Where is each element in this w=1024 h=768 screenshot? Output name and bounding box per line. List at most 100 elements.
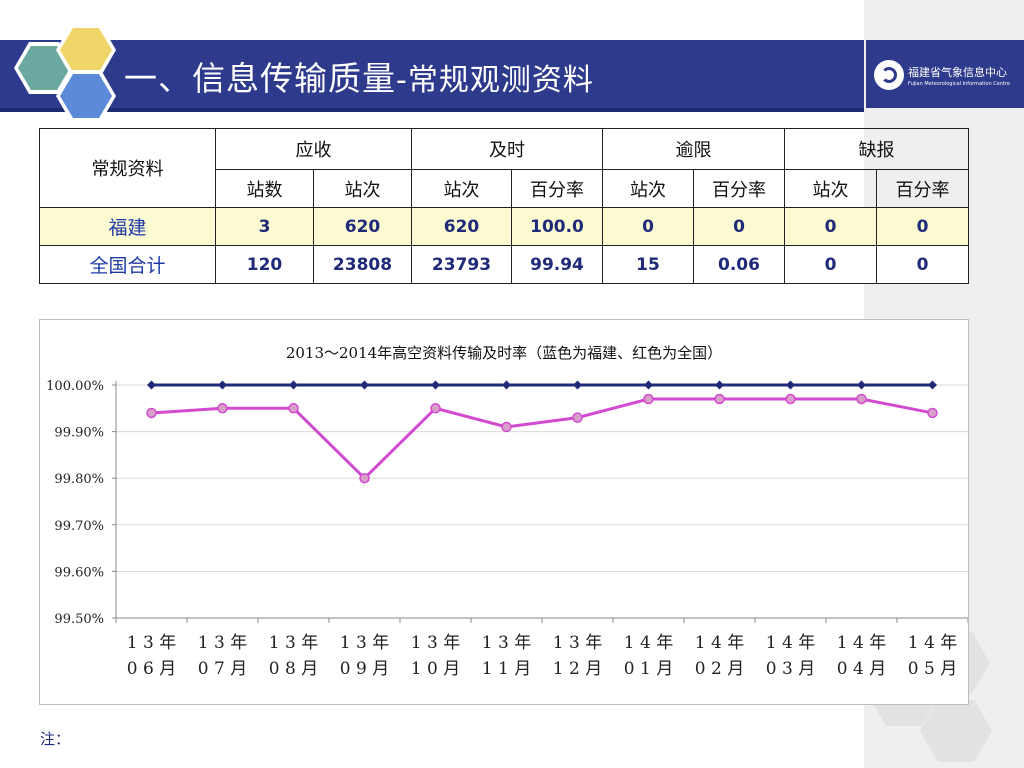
data-point-fujian — [928, 380, 937, 390]
table-cell: 100.0 — [511, 207, 603, 246]
page-title: 一、信息传输质量-常规观测资料 — [124, 52, 594, 100]
subheader: 站次 — [602, 169, 694, 208]
x-tick-label: 0 4 月 — [837, 659, 886, 679]
data-point-fujian — [715, 380, 724, 390]
x-tick-label: 0 6 月 — [127, 659, 176, 679]
data-point-national — [501, 421, 512, 433]
y-tick-label: 99.50% — [54, 612, 104, 627]
group-header: 缺报 — [784, 128, 969, 170]
data-point-fujian — [218, 380, 227, 390]
data-point-national — [643, 393, 654, 405]
table-cell: 0.06 — [693, 245, 785, 284]
x-tick-label: 1 4 年 — [695, 633, 744, 653]
table-cell: 0 — [876, 245, 969, 284]
x-tick-label: 1 3 年 — [340, 633, 389, 653]
subheader: 站次 — [784, 169, 877, 208]
subheader: 站次 — [411, 169, 512, 208]
x-tick-label: 1 4 年 — [624, 633, 673, 653]
x-tick-label: 1 3 年 — [553, 633, 602, 653]
table-cell: 0 — [876, 207, 969, 246]
x-tick-label: 1 3 年 — [482, 633, 531, 653]
y-tick-label: 99.80% — [54, 472, 104, 487]
data-point-national — [785, 393, 796, 405]
table-cell: 620 — [313, 207, 412, 246]
x-tick-label: 0 7 月 — [198, 659, 247, 679]
table-corner-header: 常规资料 — [39, 128, 216, 208]
data-point-national — [856, 393, 867, 405]
x-tick-label: 1 3 年 — [269, 633, 318, 653]
data-point-national — [714, 393, 725, 405]
series-line-national — [151, 397, 933, 481]
chart-svg: 2013～2014年高空资料传输及时率（蓝色为福建、红色为全国） 100.00%… — [46, 344, 968, 679]
chart-title: 2013～2014年高空资料传输及时率（蓝色为福建、红色为全国） — [286, 344, 722, 362]
y-tick-label: 99.60% — [54, 565, 104, 580]
page-title-main: 一、信息传输质量 — [124, 59, 396, 98]
table-cell: 99.94 — [511, 245, 603, 284]
observation-table: 常规资料 应收 及时 逾限 缺报 站数 站次 站次 百分率 站次 百分率 站次 … — [39, 128, 969, 284]
row-name: 全国合计 — [39, 245, 216, 284]
subheader: 站次 — [313, 169, 412, 208]
x-tick-label: 0 8 月 — [269, 659, 318, 679]
x-tick-label: 1 4 年 — [837, 633, 886, 653]
note-label: 注： — [40, 730, 71, 748]
y-tick-label: 99.90% — [54, 426, 104, 441]
group-header: 及时 — [411, 128, 603, 170]
table-cell: 0 — [602, 207, 694, 246]
logo-text: 福建省气象信息中心 — [908, 66, 1007, 79]
group-header: 应收 — [215, 128, 412, 170]
data-point-national — [146, 407, 157, 419]
x-tick-label: 0 1 月 — [624, 659, 673, 679]
data-point-national — [430, 403, 441, 414]
table-row: 全国合计 120 23808 23793 99.94 15 0.06 0 0 — [39, 245, 969, 284]
org-logo: 福建省气象信息中心 Fujian Meteorological Informat… — [866, 40, 1024, 108]
table-cell: 120 — [215, 245, 314, 284]
row-name: 福建 — [39, 207, 216, 246]
x-tick-label: 1 4 年 — [908, 633, 957, 653]
data-point-national — [927, 407, 938, 419]
data-point-fujian — [786, 380, 795, 390]
table-cell: 3 — [215, 207, 314, 246]
data-point-fujian — [360, 380, 369, 390]
group-header: 逾限 — [602, 128, 785, 170]
x-tick-label: 1 0 月 — [411, 659, 460, 679]
line-chart: 2013～2014年高空资料传输及时率（蓝色为福建、红色为全国） 100.00%… — [39, 319, 969, 705]
data-point-national — [359, 472, 370, 484]
table-header-row: 常规资料 应收 及时 逾限 缺报 — [39, 128, 969, 208]
data-point-national — [288, 403, 299, 414]
table-cell: 23793 — [411, 245, 512, 284]
table-row: 福建 3 620 620 100.0 0 0 0 0 — [39, 207, 969, 246]
subheader: 百分率 — [693, 169, 785, 208]
data-point-fujian — [502, 380, 511, 390]
y-tick-label: 99.70% — [54, 519, 104, 534]
title-bar — [0, 40, 864, 112]
data-point-fujian — [431, 380, 440, 390]
x-tick-label: 1 4 年 — [766, 633, 815, 653]
subheader: 站数 — [215, 169, 314, 208]
x-tick-label: 0 3 月 — [766, 659, 815, 679]
table-cell: 15 — [602, 245, 694, 284]
data-point-national — [217, 403, 228, 414]
x-tick-label: 1 3 年 — [411, 633, 460, 653]
logo-emblem-icon — [874, 60, 904, 90]
subheader: 百分率 — [511, 169, 603, 208]
data-point-fujian — [289, 380, 298, 390]
data-point-fujian — [857, 380, 866, 390]
table-cell: 23808 — [313, 245, 412, 284]
x-tick-label: 0 2 月 — [695, 659, 744, 679]
x-tick-label: 0 9 月 — [340, 659, 389, 679]
logo-subtext: Fujian Meteorological Information Centre — [908, 81, 1010, 87]
x-tick-label: 1 3 年 — [127, 633, 176, 653]
data-point-fujian — [573, 380, 582, 390]
x-tick-label: 1 3 年 — [198, 633, 247, 653]
table-cell: 620 — [411, 207, 512, 246]
data-point-fujian — [147, 380, 156, 390]
table-cell: 0 — [784, 245, 877, 284]
x-tick-label: 1 1 月 — [482, 659, 531, 679]
table-subheader-row: 站数 站次 站次 百分率 站次 百分率 站次 百分率 — [40, 169, 969, 208]
x-tick-label: 1 2 月 — [553, 659, 602, 679]
x-tick-label: 0 5 月 — [908, 659, 957, 679]
table-cell: 0 — [693, 207, 785, 246]
data-point-fujian — [644, 380, 653, 390]
data-point-national — [572, 412, 583, 423]
table-cell: 0 — [784, 207, 877, 246]
